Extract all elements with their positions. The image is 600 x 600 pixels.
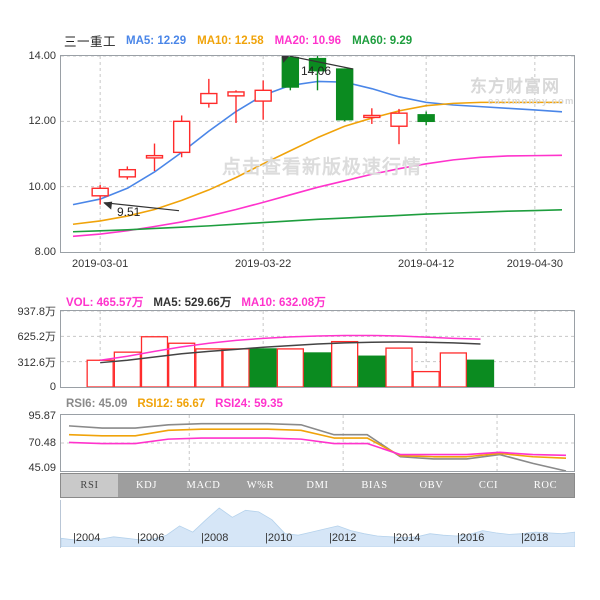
rsi6-value: RSI6: 45.09	[66, 398, 128, 410]
price-y-tick: 10.00	[28, 180, 56, 193]
indicator-tab-wr[interactable]: W%R	[246, 480, 275, 491]
timeline-year-label: 2004	[73, 532, 100, 544]
volume-y-tick: 625.2万	[17, 331, 56, 344]
price-y-tick: 8.00	[34, 246, 56, 258]
indicator-tab-macd[interactable]: MACD	[186, 480, 221, 491]
price-y-tick: 14.00	[28, 50, 56, 62]
timeline-year-label: 2014	[393, 532, 420, 544]
price-legend: 三一重工 MA5: 12.29 MA10: 12.58 MA20: 10.96 …	[64, 31, 423, 50]
ma10-legend: MA10: 12.58	[197, 34, 264, 47]
vol-value: VOL: 465.57万	[66, 297, 144, 309]
price-x-axis: 2019-03-01 2019-03-22 2019-04-12 2019-04-30	[60, 256, 575, 274]
rsi-y-axis: 95.87 70.48 45.09	[0, 410, 56, 474]
indicator-tab-bias[interactable]: BIAS	[361, 480, 388, 491]
rsi-y-tick: 45.09	[28, 462, 56, 474]
rsi-y-tick: 70.48	[28, 437, 56, 449]
price-y-tick: 12.00	[28, 115, 56, 128]
volume-y-axis: 937.8万 625.2万 312.6万 0	[0, 306, 56, 393]
indicator-tab-kdj[interactable]: KDJ	[135, 480, 158, 491]
indicator-tab-bar[interactable]: RSI KDJ MACD W%R DMI BIAS OBV CCI ROC	[60, 473, 575, 498]
timeline-year-label: 2012	[329, 532, 356, 544]
price-x-tick: 2019-03-22	[235, 258, 292, 270]
rsi24-value: RSI24: 59.35	[215, 398, 283, 410]
indicator-tab-cci[interactable]: CCI	[478, 480, 499, 491]
rsi-y-tick: 95.87	[28, 410, 56, 422]
indicator-tab-dmi[interactable]: DMI	[306, 480, 329, 491]
history-timeline[interactable]: 2004 2006 2008 2010 2012 2014 2016 2018	[60, 500, 575, 548]
volume-y-tick: 312.6万	[17, 356, 56, 369]
timeline-year-label: 2010	[265, 532, 292, 544]
indicator-tab-roc[interactable]: ROC	[533, 480, 558, 491]
volume-legend: VOL: 465.57万 MA5: 529.66万 MA10: 632.08万	[66, 294, 336, 310]
indicator-tab-rsi[interactable]: RSI	[61, 474, 118, 497]
vol-ma10: MA10: 632.08万	[241, 297, 326, 309]
volume-chart[interactable]	[60, 310, 575, 388]
price-x-tick: 2019-04-12	[398, 258, 455, 270]
rsi12-value: RSI12: 56.67	[137, 398, 206, 410]
price-x-tick: 2019-04-30	[506, 258, 563, 270]
symbol-name: 三一重工	[64, 35, 117, 49]
timeline-year-label: 2016	[457, 532, 484, 544]
ma60-legend: MA60: 9.29	[352, 34, 413, 47]
timeline-year-label: 2018	[521, 532, 548, 544]
price-chart[interactable]	[60, 55, 575, 253]
ma5-legend: MA5: 12.29	[126, 34, 187, 47]
volume-y-tick: 0	[49, 381, 56, 393]
vol-ma5: MA5: 529.66万	[153, 297, 232, 309]
volume-y-tick: 937.8万	[17, 306, 56, 318]
rsi-legend: RSI6: 45.09 RSI12: 56.67 RSI24: 59.35	[66, 398, 293, 410]
indicator-tab-obv[interactable]: OBV	[419, 480, 444, 491]
rsi-chart[interactable]	[60, 414, 575, 472]
low-price-annotation: 9.51	[117, 205, 141, 219]
timeline-year-label: 2006	[137, 532, 164, 544]
timeline-year-label: 2008	[201, 532, 228, 544]
price-y-axis: 8.00 10.00 12.00 14.00	[0, 50, 56, 258]
high-price-annotation: 14.06	[301, 64, 332, 78]
price-x-tick: 2019-03-01	[72, 258, 129, 270]
ma20-legend: MA20: 10.96	[274, 34, 342, 47]
